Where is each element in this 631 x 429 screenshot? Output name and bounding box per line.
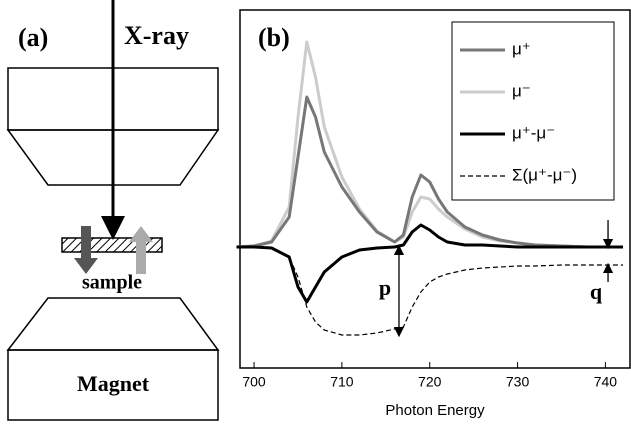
moment-down bbox=[74, 226, 98, 274]
moment-up bbox=[129, 226, 153, 274]
legend bbox=[451, 21, 615, 201]
x-tick-label: 730 bbox=[506, 374, 530, 390]
magnet-label: Magnet bbox=[77, 371, 150, 396]
diagram bbox=[6, 0, 220, 421]
panel-label: (a) bbox=[18, 23, 48, 52]
series-line bbox=[236, 246, 623, 336]
annotation-label: q bbox=[590, 279, 603, 304]
x-tick-label: 710 bbox=[330, 374, 354, 390]
pole-top bbox=[6, 129, 220, 186]
annotation-label: p bbox=[379, 275, 391, 300]
beam-label: X-ray bbox=[124, 21, 189, 50]
legend-label: μ⁺ bbox=[512, 39, 531, 58]
legend-label: μ⁺-μ⁻ bbox=[512, 123, 555, 142]
magnet-body bbox=[7, 349, 219, 421]
legend-label: μ⁻ bbox=[512, 81, 531, 100]
x-tick-label: 720 bbox=[418, 374, 442, 390]
sample-label: sample bbox=[82, 272, 142, 294]
series-line bbox=[236, 223, 623, 304]
panel-label: (b) bbox=[258, 23, 290, 52]
x-tick-label: 740 bbox=[594, 374, 618, 390]
plot-frame bbox=[239, 9, 631, 369]
x-axis-label: Photon Energy bbox=[385, 402, 485, 419]
x-tick-label: 700 bbox=[242, 374, 266, 390]
series-line bbox=[236, 95, 623, 249]
pole-bottom bbox=[6, 297, 220, 351]
legend-label: Σ(μ⁺-μ⁻) bbox=[512, 165, 577, 184]
